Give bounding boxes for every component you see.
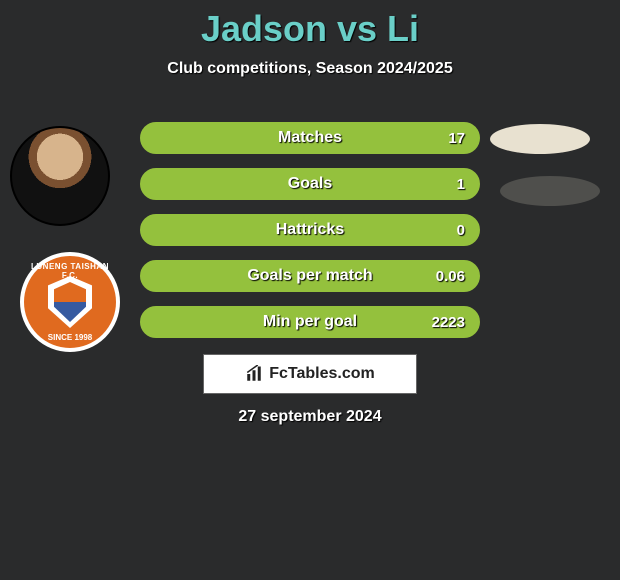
stat-bars: Matches17 Goals1 Hattricks0 Goals per match…	[140, 122, 480, 352]
stat-bar: Matches17	[140, 122, 480, 154]
club-badge-bottom-text: SINCE 1998	[24, 333, 116, 342]
stat-bar-value: 0.06	[436, 268, 465, 285]
stat-bar: Hattricks0	[140, 214, 480, 246]
club-badge: LUNENG TAISHAN F.C. SINCE 1998	[20, 252, 120, 352]
brand-box: FcTables.com	[203, 354, 417, 394]
stat-bar: Goals per match0.06	[140, 260, 480, 292]
side-blob	[500, 176, 600, 206]
stat-bar-value: 0	[457, 222, 465, 239]
bar-chart-icon	[245, 365, 263, 383]
comparison-subtitle: Club competitions, Season 2024/2025	[0, 60, 620, 78]
stat-bar-label: Goals per match	[141, 267, 479, 285]
brand-text: FcTables.com	[269, 365, 375, 383]
stat-bar: Goals1	[140, 168, 480, 200]
stat-bar-label: Min per goal	[141, 313, 479, 331]
stat-bar-label: Matches	[141, 129, 479, 147]
comparison-title: Jadson vs Li	[0, 0, 620, 50]
stat-bar-label: Goals	[141, 175, 479, 193]
stat-bar-value: 1	[457, 176, 465, 193]
stat-bar-value: 2223	[432, 314, 465, 331]
generated-date: 27 september 2024	[0, 408, 620, 426]
player-avatar	[10, 126, 110, 226]
side-blob	[490, 124, 590, 154]
club-badge-shield-icon	[48, 276, 92, 328]
stat-bar-label: Hattricks	[141, 221, 479, 239]
stat-bar: Min per goal2223	[140, 306, 480, 338]
stat-bar-value: 17	[448, 130, 465, 147]
